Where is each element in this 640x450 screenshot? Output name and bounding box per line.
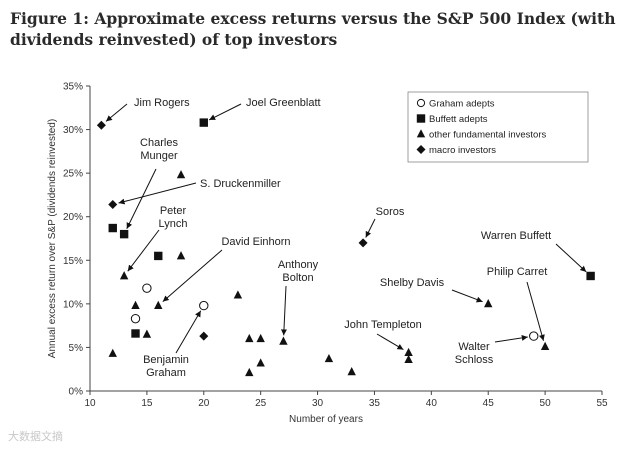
annotation-label: Schloss [455, 354, 494, 366]
x-tick-label: 20 [198, 398, 210, 409]
fundamental-investor-point [142, 329, 152, 338]
fundamental-investor-point [233, 290, 243, 299]
x-tick-label: 30 [312, 398, 324, 409]
fundamental-investor-point [324, 353, 334, 363]
y-tick-label: 5% [69, 343, 84, 354]
fundamental-investor-point [484, 299, 493, 308]
y-axis-label: Annual excess return over S&P (dividends… [47, 119, 58, 358]
fundamental-investor-point [176, 251, 186, 260]
x-tick-label: 25 [255, 398, 267, 409]
fundamental-investor-point [279, 336, 288, 345]
annotation-arrow [175, 310, 202, 354]
buffett-adept-point [199, 118, 208, 127]
figure-title: Figure 1: Approximate excess returns ver… [10, 9, 616, 49]
graham-adept-point [142, 283, 152, 293]
fundamental-investor-point [154, 300, 163, 309]
buffett-adept-point [119, 229, 129, 239]
fundamental-investor-point [404, 354, 413, 364]
annotation-label: Soros [376, 206, 405, 218]
annotation-arrow [494, 334, 528, 343]
annotation-arrow [365, 218, 376, 238]
annotation-arrow [451, 289, 483, 303]
fundamental-investor-point [131, 300, 140, 309]
y-tick-label: 10% [63, 299, 83, 310]
annotation-label: Jim Rogers [134, 97, 190, 109]
fundamental-investor-point [404, 347, 413, 357]
annotation-arrow [105, 103, 128, 122]
y-tick-label: 0% [69, 387, 84, 398]
fundamental-investor-point [540, 341, 550, 350]
x-tick-label: 55 [596, 398, 608, 409]
annotation-label: Philip Carret [487, 266, 548, 278]
annotation-label: Warren Buffett [481, 230, 551, 242]
legend-label: other fundamental investors [429, 130, 546, 141]
legend-circle-swatch [416, 98, 426, 108]
annotation-label: Charles [140, 137, 178, 149]
fundamental-investor-point [256, 358, 265, 367]
annotation-label: David Einhorn [221, 236, 290, 248]
annotation-label: Peter [160, 205, 187, 217]
legend-label: Graham adepts [429, 99, 495, 110]
fundamental-investor-point [108, 348, 117, 357]
fundamental-investor-point [256, 333, 265, 343]
fundamental-investor-point [347, 367, 356, 376]
annotation-label: Bolton [282, 272, 313, 284]
x-tick-label: 40 [426, 398, 438, 409]
buffett-adept-point [586, 271, 595, 281]
annotation-label: John Templeton [344, 319, 421, 331]
annotation-arrow [126, 168, 157, 229]
x-tick-label: 50 [540, 398, 552, 409]
graham-adept-point [130, 313, 141, 324]
annotation-label: Anthony [278, 259, 319, 271]
fundamental-investor-point [176, 170, 186, 179]
annotation-label: Shelby Davis [380, 277, 445, 289]
y-tick-label: 20% [63, 212, 83, 223]
annotation-arrow [376, 333, 404, 351]
y-tick-label: 30% [63, 125, 83, 136]
annotation-label: Graham [146, 367, 186, 379]
legend-box [407, 91, 589, 163]
legend-square-swatch [416, 114, 426, 123]
annotation-label: Joel Greenblatt [246, 97, 321, 109]
annotation-label: Benjamin [143, 354, 189, 366]
fundamental-investor-point [245, 367, 254, 377]
legend-label: Buffett adepts [429, 114, 488, 125]
macro-investor-point [199, 331, 209, 341]
x-axis-label: Number of years [289, 414, 363, 425]
annotation-arrow [526, 281, 545, 341]
buffett-adept-point [154, 251, 163, 261]
annotation-label: Munger [140, 150, 178, 162]
legend-label: macro investors [429, 145, 496, 156]
x-tick-label: 35 [369, 398, 381, 409]
graham-adept-point [199, 300, 209, 311]
fundamental-investor-point [119, 271, 129, 280]
y-tick-label: 15% [63, 256, 83, 267]
watermark: 大数据文摘 [8, 431, 63, 443]
annotation-label: Walter [458, 341, 490, 353]
x-tick-label: 15 [141, 398, 153, 409]
annotation-arrow [127, 229, 160, 272]
x-tick-label: 10 [84, 398, 96, 409]
annotation-arrow [162, 249, 223, 303]
y-tick-label: 25% [63, 169, 83, 180]
annotation-arrow [208, 103, 242, 121]
buffett-adept-point [108, 223, 117, 233]
annotation-label: S. Druckenmiller [200, 178, 281, 190]
annotation-arrow [118, 182, 197, 205]
annotation-label: Lynch [159, 218, 188, 230]
fundamental-investor-point [245, 333, 254, 343]
macro-investor-point [108, 200, 118, 210]
legend-triangle-swatch [416, 129, 426, 138]
x-tick-label: 45 [483, 398, 495, 409]
legend-diamond-swatch [416, 145, 426, 154]
buffett-adept-point [131, 329, 140, 338]
macro-investor-point [358, 238, 368, 248]
graham-adept-point [529, 331, 539, 341]
annotation-arrow [555, 243, 587, 273]
y-tick-label: 35% [63, 82, 83, 93]
macro-investor-point [96, 120, 106, 130]
annotation-arrow [280, 285, 287, 336]
